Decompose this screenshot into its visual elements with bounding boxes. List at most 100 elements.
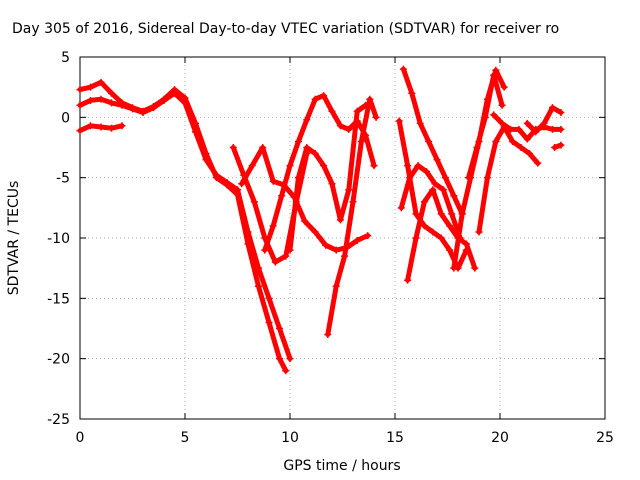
data-point bbox=[150, 104, 157, 112]
data-point bbox=[97, 95, 105, 103]
data-point bbox=[229, 144, 237, 151]
data-point bbox=[97, 78, 105, 86]
data-point bbox=[76, 101, 84, 109]
data-point bbox=[483, 174, 491, 182]
data-point bbox=[108, 99, 115, 107]
data-point bbox=[286, 162, 294, 170]
data-point bbox=[248, 162, 256, 170]
data-point bbox=[534, 159, 542, 167]
chart-title: Day 305 of 2016, Sidereal Day-to-day VTE… bbox=[12, 21, 559, 37]
data-point bbox=[87, 96, 94, 104]
data-point bbox=[458, 210, 466, 218]
data-point bbox=[341, 252, 349, 260]
data-point bbox=[414, 162, 422, 170]
data-point bbox=[399, 65, 407, 73]
data-series bbox=[76, 65, 565, 375]
data-point bbox=[549, 104, 556, 112]
data-point bbox=[420, 222, 428, 230]
data-point bbox=[311, 228, 319, 236]
data-point bbox=[76, 127, 84, 135]
data-point bbox=[370, 162, 378, 170]
data-point bbox=[108, 124, 115, 132]
data-point bbox=[462, 246, 470, 254]
data-point bbox=[278, 192, 286, 200]
data-point bbox=[437, 234, 445, 242]
data-point bbox=[276, 325, 283, 332]
data-point bbox=[490, 111, 498, 119]
data-point bbox=[311, 150, 319, 158]
data-point bbox=[515, 125, 523, 133]
data-point bbox=[507, 125, 514, 133]
data-point bbox=[412, 234, 420, 242]
data-point bbox=[353, 236, 361, 244]
data-point bbox=[269, 177, 277, 185]
data-point bbox=[492, 66, 500, 74]
series-line bbox=[491, 112, 564, 142]
data-point bbox=[437, 210, 445, 218]
data-point bbox=[250, 198, 258, 206]
data-point bbox=[336, 216, 344, 224]
data-point bbox=[324, 331, 332, 339]
y-tick-label: -10 bbox=[47, 231, 70, 247]
data-point bbox=[416, 119, 424, 127]
series-line bbox=[466, 72, 505, 181]
data-point bbox=[448, 210, 456, 218]
data-point bbox=[450, 264, 458, 272]
y-tick-label: -25 bbox=[47, 412, 70, 428]
data-point bbox=[328, 107, 336, 115]
data-point bbox=[181, 99, 189, 107]
data-point bbox=[171, 89, 178, 97]
data-point bbox=[353, 107, 361, 115]
data-point bbox=[439, 186, 447, 194]
data-point bbox=[349, 198, 357, 206]
series-line bbox=[287, 102, 369, 253]
data-point bbox=[429, 228, 437, 236]
data-point bbox=[160, 96, 168, 104]
data-point bbox=[404, 162, 412, 170]
data-point bbox=[332, 282, 340, 290]
data-point bbox=[397, 204, 405, 212]
data-point bbox=[238, 180, 246, 188]
data-point bbox=[557, 109, 565, 117]
data-point bbox=[366, 95, 374, 103]
data-point bbox=[465, 174, 472, 182]
data-point bbox=[523, 135, 531, 143]
data-point bbox=[372, 113, 380, 121]
data-point bbox=[395, 117, 403, 125]
data-point bbox=[557, 141, 565, 149]
data-point bbox=[490, 71, 498, 79]
y-tick-label: 0 bbox=[61, 110, 70, 126]
data-point bbox=[551, 144, 559, 151]
data-point bbox=[223, 178, 231, 186]
data-point bbox=[271, 258, 279, 266]
series-line bbox=[400, 66, 465, 217]
data-point bbox=[408, 89, 416, 97]
data-point bbox=[118, 122, 126, 130]
data-point bbox=[492, 137, 500, 145]
data-point bbox=[303, 144, 311, 151]
series-line bbox=[476, 124, 541, 235]
data-point bbox=[294, 174, 302, 182]
data-point bbox=[433, 156, 441, 164]
data-point bbox=[345, 125, 353, 133]
data-point bbox=[404, 276, 412, 284]
data-point bbox=[320, 162, 328, 170]
y-tick-label: -5 bbox=[56, 171, 70, 187]
data-point bbox=[118, 101, 126, 109]
grid bbox=[80, 57, 605, 419]
data-point bbox=[446, 246, 454, 254]
data-point bbox=[473, 144, 481, 151]
data-point bbox=[475, 228, 483, 236]
data-point bbox=[431, 180, 439, 188]
data-point bbox=[498, 101, 506, 109]
y-tick-label: 5 bbox=[61, 50, 70, 66]
data-point bbox=[261, 246, 269, 254]
data-point bbox=[446, 222, 454, 230]
data-point bbox=[450, 192, 458, 200]
data-point bbox=[420, 198, 428, 206]
data-point bbox=[462, 240, 470, 248]
data-point bbox=[525, 150, 533, 158]
data-point bbox=[500, 83, 508, 91]
data-point bbox=[328, 180, 336, 188]
